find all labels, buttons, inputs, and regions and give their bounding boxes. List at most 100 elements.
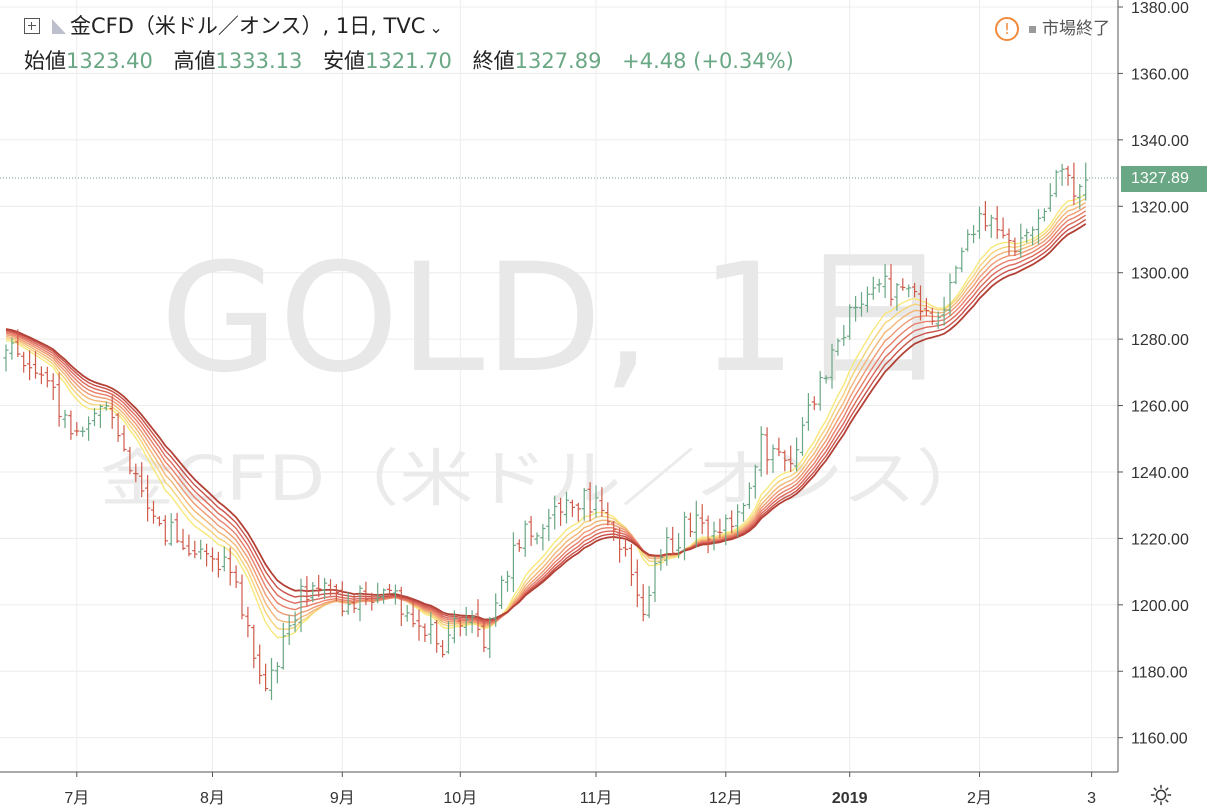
ohlc-bar	[1071, 162, 1077, 205]
market-status-text: 市場終了	[1042, 19, 1110, 39]
ohlc-bar	[487, 616, 493, 659]
ohlc-bar	[257, 644, 263, 685]
ohlc-bar	[56, 372, 62, 427]
ohlc-bar	[404, 605, 410, 622]
change-value: +4.48 (+0.34%)	[622, 49, 794, 73]
ema-line	[5, 193, 1087, 639]
ohlc-bar	[221, 546, 227, 572]
ohlc-bar	[611, 521, 617, 541]
ohlc-bar	[681, 511, 688, 561]
ohlc-bar	[245, 606, 251, 638]
ohlc-bar	[622, 538, 629, 557]
ohlc-bar	[1053, 169, 1059, 198]
y-tick-label: 1320.00	[1131, 199, 1189, 216]
ohlc-bar	[369, 592, 375, 611]
ohlc-bar	[658, 549, 664, 571]
compare-plus-icon[interactable]	[24, 18, 40, 34]
ohlc-bar	[782, 450, 788, 472]
ohlc-bar	[1035, 209, 1042, 245]
ohlc-bar	[829, 343, 835, 389]
ohlc-bar	[858, 292, 865, 317]
ohlc-bar	[198, 539, 204, 560]
ohlc-bar	[1018, 223, 1024, 259]
ohlc-bar	[617, 528, 623, 563]
ema-line	[5, 218, 1087, 622]
price-axis-bg[interactable]	[1118, 0, 1210, 772]
ohlc-bar	[959, 247, 965, 273]
symbol-header[interactable]: 金CFD（米ドル／オンス）, 1日, TVC ⌄	[24, 10, 443, 40]
ohlc-bar	[440, 640, 446, 658]
ohlc-bar	[392, 584, 398, 605]
ohlc-bar	[540, 523, 546, 551]
ohlc-bar	[864, 286, 870, 313]
ohlc-bar	[192, 540, 198, 559]
watermark: GOLD, 1日 金CFD（米ドル／オンス）	[100, 232, 990, 515]
ohlc-bar	[593, 485, 599, 518]
ohlc-bar	[917, 285, 924, 321]
ohlc-bar	[345, 592, 351, 615]
ohlc-bar	[115, 413, 121, 442]
symbol-title[interactable]: 金CFD（米ドル／オンス）, 1日, TVC	[70, 14, 426, 38]
ohlc-bar	[1041, 208, 1047, 222]
ohlc-bar	[1059, 163, 1065, 186]
time-axis-bg[interactable]	[0, 772, 1210, 812]
ohlc-bar	[729, 510, 735, 534]
ohlc-bar	[976, 206, 983, 239]
ohlc-bar	[823, 375, 829, 384]
close-label: 終値	[472, 49, 515, 73]
ohlc-bar	[422, 623, 428, 642]
ohlc-bar	[552, 495, 558, 530]
ohlc-bar	[351, 593, 357, 613]
warning-icon[interactable]: !	[995, 17, 1019, 41]
ohlc-bar	[634, 559, 640, 608]
ohlc-bar	[534, 532, 540, 545]
chevron-down-icon[interactable]: ⌄	[429, 18, 443, 37]
ohlc-bar	[209, 547, 216, 572]
ohlc-bar	[794, 437, 800, 472]
ohlc-bar	[546, 508, 552, 541]
ohlc-bar	[687, 512, 693, 538]
ohlc-bar	[298, 578, 304, 633]
last-price-badge: 1327.89	[1121, 166, 1207, 192]
ohlc-bar	[475, 599, 481, 638]
ohlc-bar	[463, 606, 469, 636]
y-tick-label: 1280.00	[1131, 332, 1189, 349]
price-axis[interactable]: 1380.00 1360.00 1340.00 1320.00 1300.00 1280.…	[1118, 0, 1189, 748]
gear-icon[interactable]	[1150, 784, 1172, 806]
ohlc-bar	[204, 543, 210, 567]
ohlc-bar	[528, 516, 534, 546]
ohlc-bar	[758, 426, 764, 477]
ohlc-bar	[333, 584, 339, 602]
ohlc-bar	[799, 417, 806, 456]
flag-icon[interactable]	[52, 19, 66, 34]
high-label: 高値	[173, 49, 216, 73]
ohlc-bar	[398, 586, 404, 627]
ohlc-bar	[428, 612, 434, 645]
ohlc-bar	[32, 351, 39, 379]
x-tick-label: 2019	[832, 790, 868, 807]
ema-line	[5, 223, 1087, 621]
ohlc-bar	[363, 581, 369, 606]
low-label: 安値	[323, 49, 366, 73]
ohlc-bar	[316, 574, 322, 597]
ohlc-bar	[752, 464, 758, 499]
y-tick-label: 1360.00	[1131, 66, 1189, 83]
market-status[interactable]: ! 市場終了	[995, 14, 1110, 41]
ohlc-bar	[1024, 228, 1030, 243]
ema-line	[5, 201, 1087, 628]
ohlc-bar	[994, 206, 1000, 239]
ohlc-bar	[38, 366, 44, 385]
ohlc-bar	[735, 504, 741, 538]
ohlc-bar	[410, 600, 416, 628]
ohlc-bar	[121, 425, 127, 452]
ema-line	[5, 197, 1087, 631]
time-axis[interactable]: 7月 8月 9月 10月 11月 12月 2019 2月 3	[64, 772, 1096, 807]
y-tick-label: 1160.00	[1131, 731, 1188, 748]
ohlc-bar	[263, 663, 269, 692]
ohlc-bar	[286, 614, 292, 645]
ohlc-bar	[186, 534, 192, 557]
ohlc-bar	[274, 662, 280, 684]
ohlc-bar	[522, 520, 528, 557]
ohlc-bar	[68, 410, 74, 440]
